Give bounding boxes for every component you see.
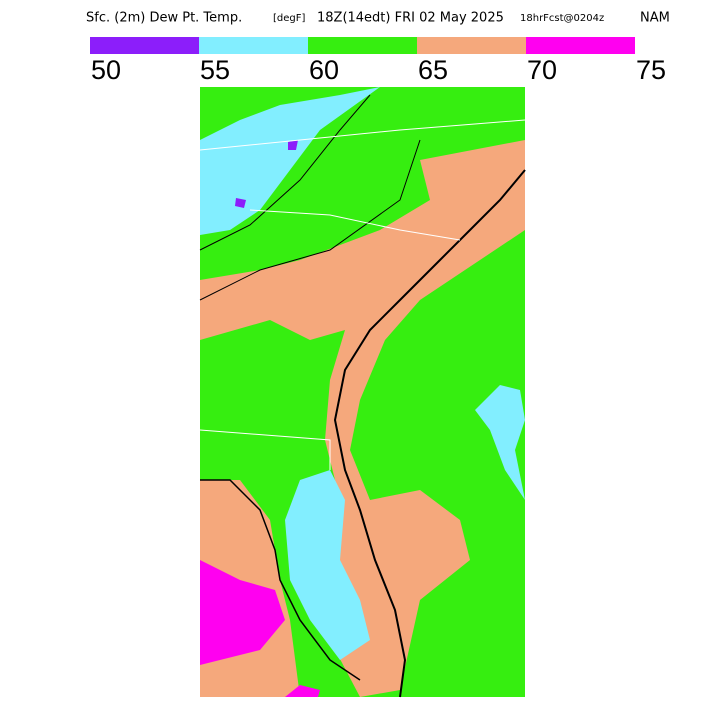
region-55 [475,385,525,500]
contour [199,94,371,251]
title: Sfc. (2m) Dew Pt. Temp. [86,11,242,26]
colorbar-box [199,37,308,54]
region-50 [235,198,246,208]
state-border [249,209,461,241]
state-border [199,119,526,151]
colorbar-label: 65 [418,55,448,85]
region-55 [200,87,380,235]
region-50 [288,140,298,150]
contour [199,139,421,301]
units: [degF] [273,13,306,24]
colorbar-box [417,37,526,54]
state-border [199,429,331,470]
valid-time: 18Z(14edt) FRI 02 May 2025 [317,11,504,26]
coastline [333,169,526,698]
region-70 [285,685,320,697]
map [199,87,526,698]
colorbar-label: 70 [527,55,557,85]
colorbar-label: 50 [91,55,121,85]
colorbar-label: 55 [200,55,230,85]
colorbar-label: 60 [309,55,339,85]
coastline [200,479,361,681]
colorbar: 50 55 60 65 70 75 [90,37,666,85]
colorbar-label: 75 [636,55,666,85]
colorbar-box [526,37,635,54]
model: NAM [640,11,670,26]
colorbar-box [308,37,417,54]
run-info: 18hrFcst@0204z [520,13,604,24]
region-55 [285,470,370,660]
region-65 [200,140,525,697]
colorbar-box [90,37,199,54]
region-70 [200,560,285,665]
